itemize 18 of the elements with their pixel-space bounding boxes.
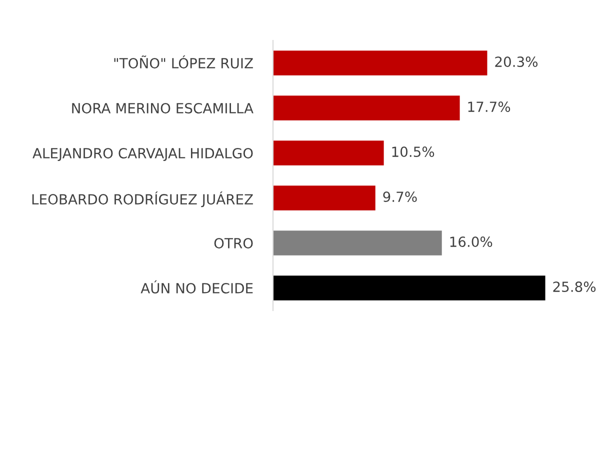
- bar: [273, 96, 460, 120]
- data-label: 9.7%: [383, 192, 417, 202]
- bar: [273, 140, 384, 166]
- y-tick-label: AÚN NO DECIDE: [140, 280, 253, 294]
- bar: [273, 50, 488, 76]
- y-tick-label: NORA MERINO ESCAMILLA: [72, 102, 254, 114]
- data-label: 17.7%: [468, 102, 510, 112]
- data-label: 20.3%: [495, 56, 538, 68]
- y-tick-label: LEOBARDO RODRÍGUEZ JUÁREZ: [32, 192, 253, 208]
- data-label: 16.0%: [450, 236, 492, 248]
- y-tick-label: "TOÑO" LÓPEZ RUIZ: [114, 55, 253, 68]
- bar: [273, 230, 442, 256]
- y-tick-label: OTRO: [214, 238, 253, 248]
- data-label: 25.8%: [553, 282, 596, 292]
- y-tick-label: ALEJANDRO CARVAJAL HIDALGO: [32, 148, 253, 162]
- bar: [273, 186, 376, 210]
- data-label: 10.5%: [392, 146, 434, 158]
- bar: [273, 276, 546, 300]
